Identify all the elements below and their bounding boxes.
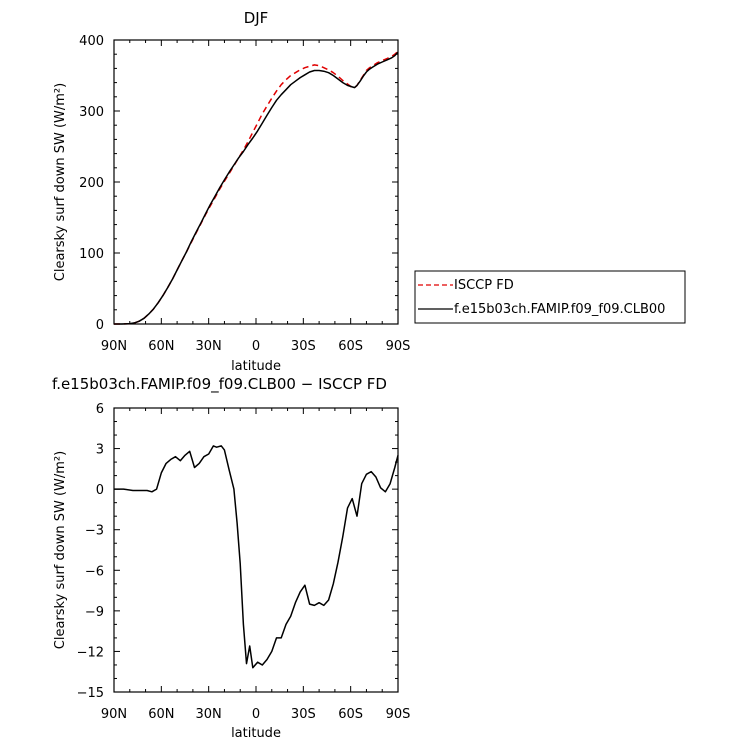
y-tick-label: −15 (77, 686, 104, 701)
top-plot-frame (113, 39, 399, 325)
bottom-plot-frame (113, 407, 399, 693)
bottom-series-lines (114, 445, 399, 669)
bottom-y-axis-label: Clearsky surf down SW (W/m²) (53, 451, 68, 649)
y-tick-label: 200 (79, 176, 104, 191)
series-line-difference (114, 445, 399, 669)
y-tick-label: 6 (96, 402, 104, 417)
top-series-lines (114, 50, 399, 325)
x-tick-label: 60N (148, 707, 174, 722)
x-tick-label: 90N (101, 707, 127, 722)
top-x-axis-label: latitude (231, 359, 281, 374)
bottom-y-tick-labels: −15 −12 −9 −6 −3 0 3 6 (77, 402, 104, 701)
legend-box (414, 270, 686, 324)
bottom-axis-ticks (113, 407, 399, 693)
y-tick-label: 100 (79, 247, 104, 262)
y-tick-label: 400 (79, 34, 104, 49)
series-line-isccp (114, 50, 399, 325)
y-tick-label: −6 (85, 564, 104, 579)
bottom-x-axis-label: latitude (231, 726, 281, 741)
y-tick-label: −9 (85, 605, 104, 620)
legend: ISCCP FD f.e15b03ch.FAMIP.f09_f09.CLB00 (414, 270, 686, 324)
bottom-panel: f.e15b03ch.FAMIP.f09_f09.CLB00 − ISCCP F… (52, 375, 410, 741)
top-y-tick-labels: 0 100 200 300 400 (79, 34, 104, 333)
x-tick-label: 0 (252, 707, 260, 722)
y-tick-label: 0 (96, 318, 104, 333)
x-tick-label: 90S (386, 339, 411, 354)
top-x-tick-labels: 90N 60N 30N 0 30S 60S 90S (101, 339, 411, 354)
x-tick-label: 30N (196, 339, 222, 354)
y-tick-label: −12 (77, 645, 104, 660)
top-axis-ticks (113, 39, 399, 325)
y-tick-label: −3 (85, 524, 104, 539)
y-tick-label: 300 (79, 105, 104, 120)
x-tick-label: 90S (386, 707, 411, 722)
y-tick-label: 3 (96, 443, 104, 458)
x-tick-label: 60S (338, 707, 363, 722)
series-line-model (114, 51, 399, 325)
y-tick-label: 0 (96, 483, 104, 498)
top-y-axis-label: Clearsky surf down SW (W/m²) (53, 83, 68, 281)
x-tick-label: 90N (101, 339, 127, 354)
top-chart-title: DJF (244, 9, 269, 27)
bottom-chart-title: f.e15b03ch.FAMIP.f09_f09.CLB00 − ISCCP F… (52, 375, 387, 394)
bottom-x-tick-labels: 90N 60N 30N 0 30S 60S 90S (101, 707, 411, 722)
legend-label-isccp: ISCCP FD (454, 278, 514, 293)
x-tick-label: 30S (291, 707, 316, 722)
top-panel: DJF 90N 60N 30N 0 30S 60S 90S 0 100 200 300 400 la… (53, 9, 410, 374)
x-tick-label: 30N (196, 707, 222, 722)
x-tick-label: 0 (252, 339, 260, 354)
x-tick-label: 60N (148, 339, 174, 354)
x-tick-label: 30S (291, 339, 316, 354)
legend-label-model: f.e15b03ch.FAMIP.f09_f09.CLB00 (454, 302, 665, 317)
x-tick-label: 60S (338, 339, 363, 354)
